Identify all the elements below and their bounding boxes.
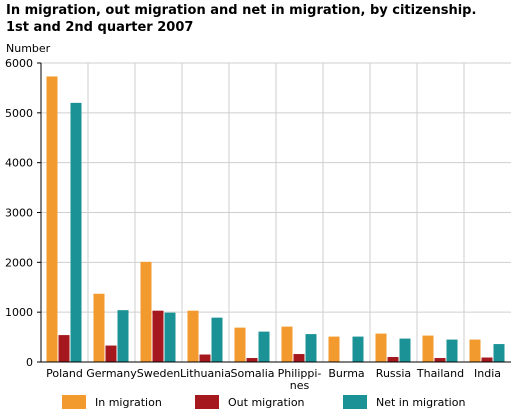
bar	[70, 102, 82, 362]
x-tick-label: Poland	[46, 367, 83, 380]
x-tick-label: Burma	[328, 367, 364, 380]
y-tick-label: 2000	[5, 256, 33, 269]
bar	[493, 344, 505, 362]
y-tick-label: 3000	[5, 207, 33, 220]
y-tick-label: 5000	[5, 107, 33, 120]
bar	[46, 76, 58, 362]
bar	[105, 345, 117, 362]
bar	[281, 326, 293, 362]
bar	[164, 312, 176, 362]
bar	[93, 293, 105, 362]
bar	[58, 335, 70, 362]
bar	[375, 333, 387, 362]
x-tick-label: nes	[290, 379, 310, 392]
legend-label: In migration	[95, 396, 162, 409]
x-tick-label: India	[474, 367, 501, 380]
y-tick-label: 4000	[5, 157, 33, 170]
bar	[328, 336, 340, 362]
bar	[446, 339, 458, 362]
x-tick-label: Somalia	[230, 367, 274, 380]
bar	[199, 354, 211, 362]
bar	[117, 310, 129, 362]
legend-label: Net in migration	[376, 396, 465, 409]
x-tick-label: Germany	[86, 367, 137, 380]
bar	[258, 331, 270, 362]
legend-swatch	[62, 395, 86, 409]
bar	[305, 334, 317, 362]
chart-subtitle: 1st and 2nd quarter 2007	[6, 20, 194, 35]
legend-swatch	[195, 395, 219, 409]
y-axis-label: Number	[6, 42, 51, 55]
bar	[399, 338, 411, 362]
x-tick-label: Thailand	[416, 367, 464, 380]
x-tick-label: Sweden	[137, 367, 180, 380]
bar	[469, 339, 481, 362]
x-tick-label: Russia	[376, 367, 411, 380]
x-tick-label: Lithuania	[180, 367, 231, 380]
y-tick-label: 6000	[5, 57, 33, 70]
legend-label: Out migration	[228, 396, 305, 409]
y-tick-label: 1000	[5, 306, 33, 319]
bar	[293, 354, 305, 362]
bar	[140, 261, 152, 362]
chart-title: In migration, out migration and net in m…	[6, 3, 477, 18]
bar	[387, 357, 399, 362]
bar	[187, 310, 199, 362]
x-tick-label: Philippi-	[278, 367, 322, 380]
bar	[152, 310, 164, 362]
bar	[246, 358, 258, 362]
bar	[211, 317, 223, 362]
bar	[422, 335, 434, 362]
legend-swatch	[343, 395, 367, 409]
y-tick-label: 0	[26, 356, 33, 369]
bar	[352, 336, 364, 362]
bar	[481, 357, 493, 362]
bar	[234, 327, 246, 362]
bar	[434, 358, 446, 362]
